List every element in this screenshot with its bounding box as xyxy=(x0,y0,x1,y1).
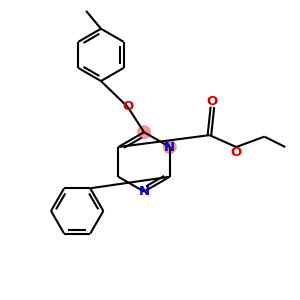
Circle shape xyxy=(164,141,176,153)
Text: O: O xyxy=(231,146,242,159)
Text: O: O xyxy=(122,100,133,113)
Circle shape xyxy=(138,126,150,138)
Text: N: N xyxy=(139,185,150,198)
Text: N: N xyxy=(164,140,176,154)
Text: O: O xyxy=(207,95,218,108)
